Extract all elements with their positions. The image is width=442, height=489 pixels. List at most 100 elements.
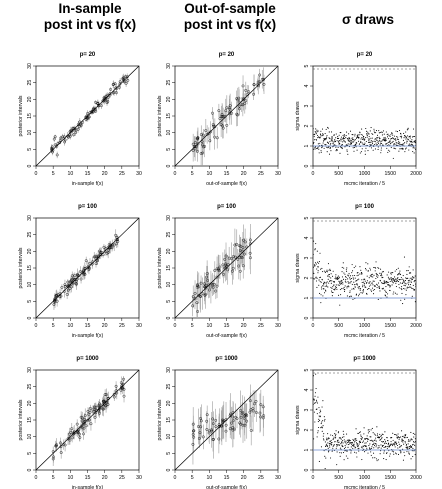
draw-point xyxy=(357,140,360,142)
data-point xyxy=(53,300,57,304)
data-point xyxy=(211,111,214,115)
draw-point xyxy=(381,437,383,439)
draw-point xyxy=(323,439,325,441)
x-tick-label: 500 xyxy=(334,171,343,177)
draw-point xyxy=(347,153,349,155)
data-point xyxy=(211,124,215,128)
draw-point xyxy=(375,446,377,448)
draw-point xyxy=(405,434,407,436)
draw-point xyxy=(340,438,342,440)
draw-point xyxy=(326,281,328,283)
data-point xyxy=(69,134,72,138)
draw-point xyxy=(402,148,404,150)
draw-point xyxy=(399,450,401,452)
draw-point xyxy=(369,275,371,277)
draw-point xyxy=(357,448,359,450)
draw-point xyxy=(321,267,323,269)
draw-point xyxy=(414,444,416,446)
draw-point xyxy=(316,436,318,438)
data-point xyxy=(96,404,100,408)
data-point xyxy=(224,429,228,433)
draw-point xyxy=(409,140,411,142)
data-point xyxy=(205,428,209,431)
draw-point xyxy=(401,438,403,440)
draw-point xyxy=(348,296,351,298)
draw-point xyxy=(375,138,377,140)
draw-point xyxy=(355,446,357,448)
draw-point xyxy=(379,272,381,274)
draw-point xyxy=(332,447,334,449)
draw-point xyxy=(339,143,341,145)
data-point xyxy=(205,272,209,276)
draw-point xyxy=(342,446,344,448)
draw-point xyxy=(415,144,416,146)
draw-point xyxy=(313,136,315,138)
draw-point xyxy=(369,267,371,269)
data-point xyxy=(94,255,98,259)
draw-point xyxy=(327,127,329,129)
data-point xyxy=(209,130,213,134)
draw-point xyxy=(324,133,326,135)
draw-point xyxy=(345,442,347,444)
draw-point xyxy=(353,288,355,290)
draw-point xyxy=(411,450,413,452)
draw-point xyxy=(380,142,382,144)
draw-point xyxy=(409,135,411,137)
draw-point xyxy=(345,134,347,137)
y-axis-label: posterior intervals xyxy=(157,95,163,136)
draw-point xyxy=(397,433,399,435)
data-point xyxy=(50,147,54,151)
draw-point xyxy=(329,441,331,443)
draw-point xyxy=(413,152,415,154)
draw-point xyxy=(324,138,326,140)
draw-point xyxy=(384,138,386,140)
draw-point xyxy=(395,130,397,132)
draw-point xyxy=(403,256,406,258)
draw-point xyxy=(337,432,339,434)
draw-point xyxy=(408,446,410,448)
draw-point xyxy=(348,137,350,139)
draw-point xyxy=(405,437,407,439)
draw-point xyxy=(351,283,353,285)
draw-point xyxy=(386,437,388,439)
draw-point xyxy=(378,132,380,134)
reference-line xyxy=(36,370,139,470)
draw-point xyxy=(333,141,335,143)
draw-point xyxy=(385,286,387,288)
y-tick-label: 1 xyxy=(304,144,310,147)
draw-point xyxy=(315,243,317,245)
data-point xyxy=(199,417,202,420)
draw-point xyxy=(352,447,354,449)
draw-point xyxy=(387,141,389,143)
draw-point xyxy=(335,150,337,152)
draw-point xyxy=(351,134,353,136)
draw-point xyxy=(367,138,369,140)
data-point xyxy=(227,256,231,260)
draw-point xyxy=(360,151,362,153)
draw-point xyxy=(373,143,375,146)
draw-point xyxy=(321,271,324,273)
data-point xyxy=(80,416,84,420)
data-point xyxy=(82,432,85,436)
draw-point xyxy=(325,138,327,140)
draw-point xyxy=(407,446,409,448)
draw-point xyxy=(347,285,349,287)
draw-point xyxy=(328,444,331,446)
draw-point xyxy=(353,140,355,142)
draw-point xyxy=(352,298,354,300)
draw-point xyxy=(318,261,320,263)
draw-point xyxy=(318,152,320,154)
draw-point xyxy=(335,286,338,288)
draw-point xyxy=(319,136,321,138)
draw-point xyxy=(371,427,373,430)
draw-point xyxy=(331,137,333,139)
draw-point xyxy=(358,450,360,452)
data-point xyxy=(234,415,237,419)
x-tick-label: 1000 xyxy=(359,475,371,481)
draw-point xyxy=(367,438,369,440)
panel-out-p100: p= 1000 5 10 15 20 25 30051015202530out-of-sam… xyxy=(157,204,281,339)
plot-area xyxy=(313,220,416,306)
draw-point xyxy=(351,137,353,139)
